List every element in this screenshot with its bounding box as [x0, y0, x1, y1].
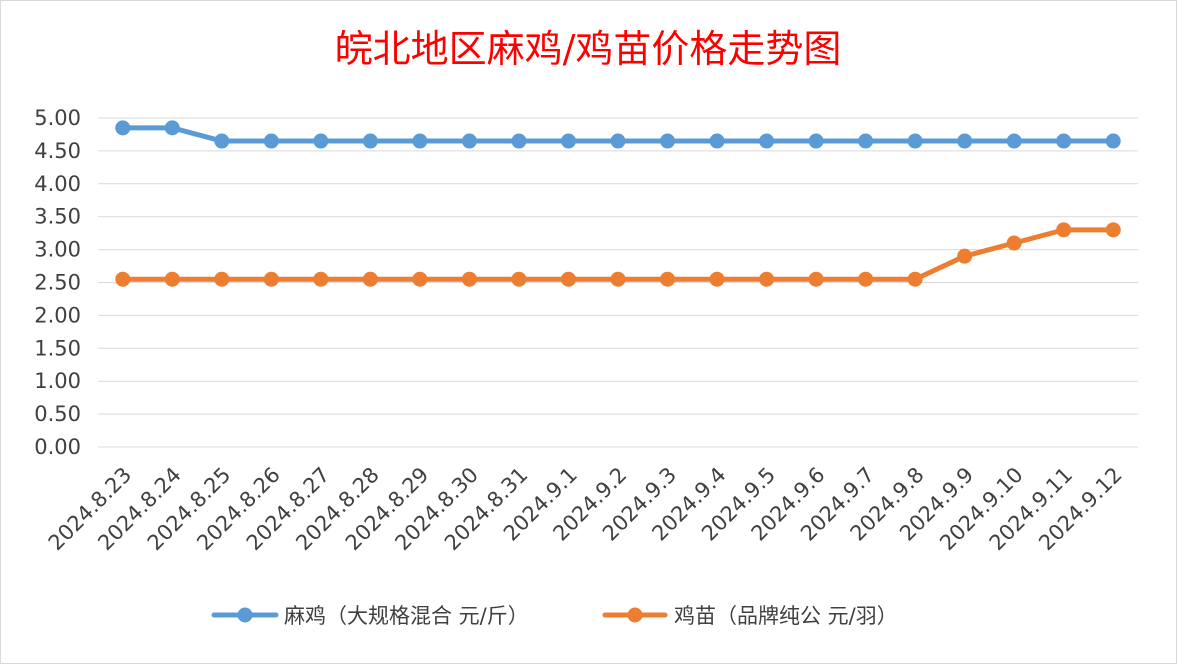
- y-axis-ticks: 0.00 0.50 1.00 1.50 2.00 2.50 3.00 3.50 4.00 4.50…: [34, 106, 81, 459]
- data-point: [1006, 133, 1022, 149]
- y-tick-label: 5.00: [34, 106, 81, 130]
- data-point: [560, 133, 576, 149]
- data-point: [263, 133, 279, 149]
- y-tick-label: 3.50: [34, 205, 81, 229]
- data-point: [907, 271, 923, 287]
- data-point: [362, 271, 378, 287]
- legend: 麻鸡（大规格混合 元/斤） 鸡苗（品牌纯公 元/羽）: [211, 604, 898, 628]
- data-point: [957, 133, 973, 149]
- data-point: [957, 248, 973, 264]
- y-tick-label: 4.00: [34, 172, 81, 196]
- data-point: [164, 120, 180, 136]
- data-point: [1056, 222, 1072, 238]
- chart-title: 皖北地区麻鸡/鸡苗价格走势图: [335, 27, 842, 71]
- data-point: [362, 133, 378, 149]
- data-point: [1056, 133, 1072, 149]
- series-2: [115, 222, 1121, 287]
- y-tick-label: 4.50: [34, 139, 81, 163]
- y-tick-label: 3.00: [34, 238, 81, 262]
- legend-marker: [237, 607, 253, 623]
- data-point: [461, 271, 477, 287]
- data-point: [115, 271, 131, 287]
- y-tick-label: 1.50: [34, 336, 81, 360]
- data-point: [214, 271, 230, 287]
- y-tick-label: 1.00: [34, 369, 81, 393]
- legend-item: 麻鸡（大规格混合 元/斤）: [211, 604, 529, 628]
- data-point: [858, 271, 874, 287]
- data-point: [412, 133, 428, 149]
- data-point: [660, 271, 676, 287]
- data-point: [115, 120, 131, 136]
- data-point: [660, 133, 676, 149]
- data-point: [709, 271, 725, 287]
- data-point: [1006, 235, 1022, 251]
- data-point: [164, 271, 180, 287]
- data-point: [808, 271, 824, 287]
- data-point: [858, 133, 874, 149]
- data-point: [313, 133, 329, 149]
- data-point: [263, 271, 279, 287]
- legend-marker: [627, 607, 643, 623]
- y-tick-label: 0.00: [34, 435, 81, 459]
- legend-item: 鸡苗（品牌纯公 元/羽）: [602, 604, 898, 628]
- data-point: [511, 271, 527, 287]
- data-point: [511, 133, 527, 149]
- series-lines: [115, 120, 1121, 287]
- data-point: [412, 271, 428, 287]
- data-point: [759, 271, 775, 287]
- data-point: [461, 133, 477, 149]
- y-tick-label: 2.00: [34, 303, 81, 327]
- data-point: [313, 271, 329, 287]
- data-point: [907, 133, 923, 149]
- data-point: [610, 271, 626, 287]
- y-tick-label: 2.50: [34, 271, 81, 295]
- legend-label: 麻鸡（大规格混合 元/斤）: [284, 604, 529, 628]
- data-point: [214, 133, 230, 149]
- data-point: [610, 133, 626, 149]
- y-tick-label: 0.50: [34, 402, 81, 426]
- series-1: [115, 120, 1121, 149]
- data-point: [1105, 222, 1121, 238]
- data-point: [560, 271, 576, 287]
- data-point: [759, 133, 775, 149]
- data-point: [709, 133, 725, 149]
- legend-label: 鸡苗（品牌纯公 元/羽）: [674, 604, 898, 628]
- data-point: [1105, 133, 1121, 149]
- data-point: [808, 133, 824, 149]
